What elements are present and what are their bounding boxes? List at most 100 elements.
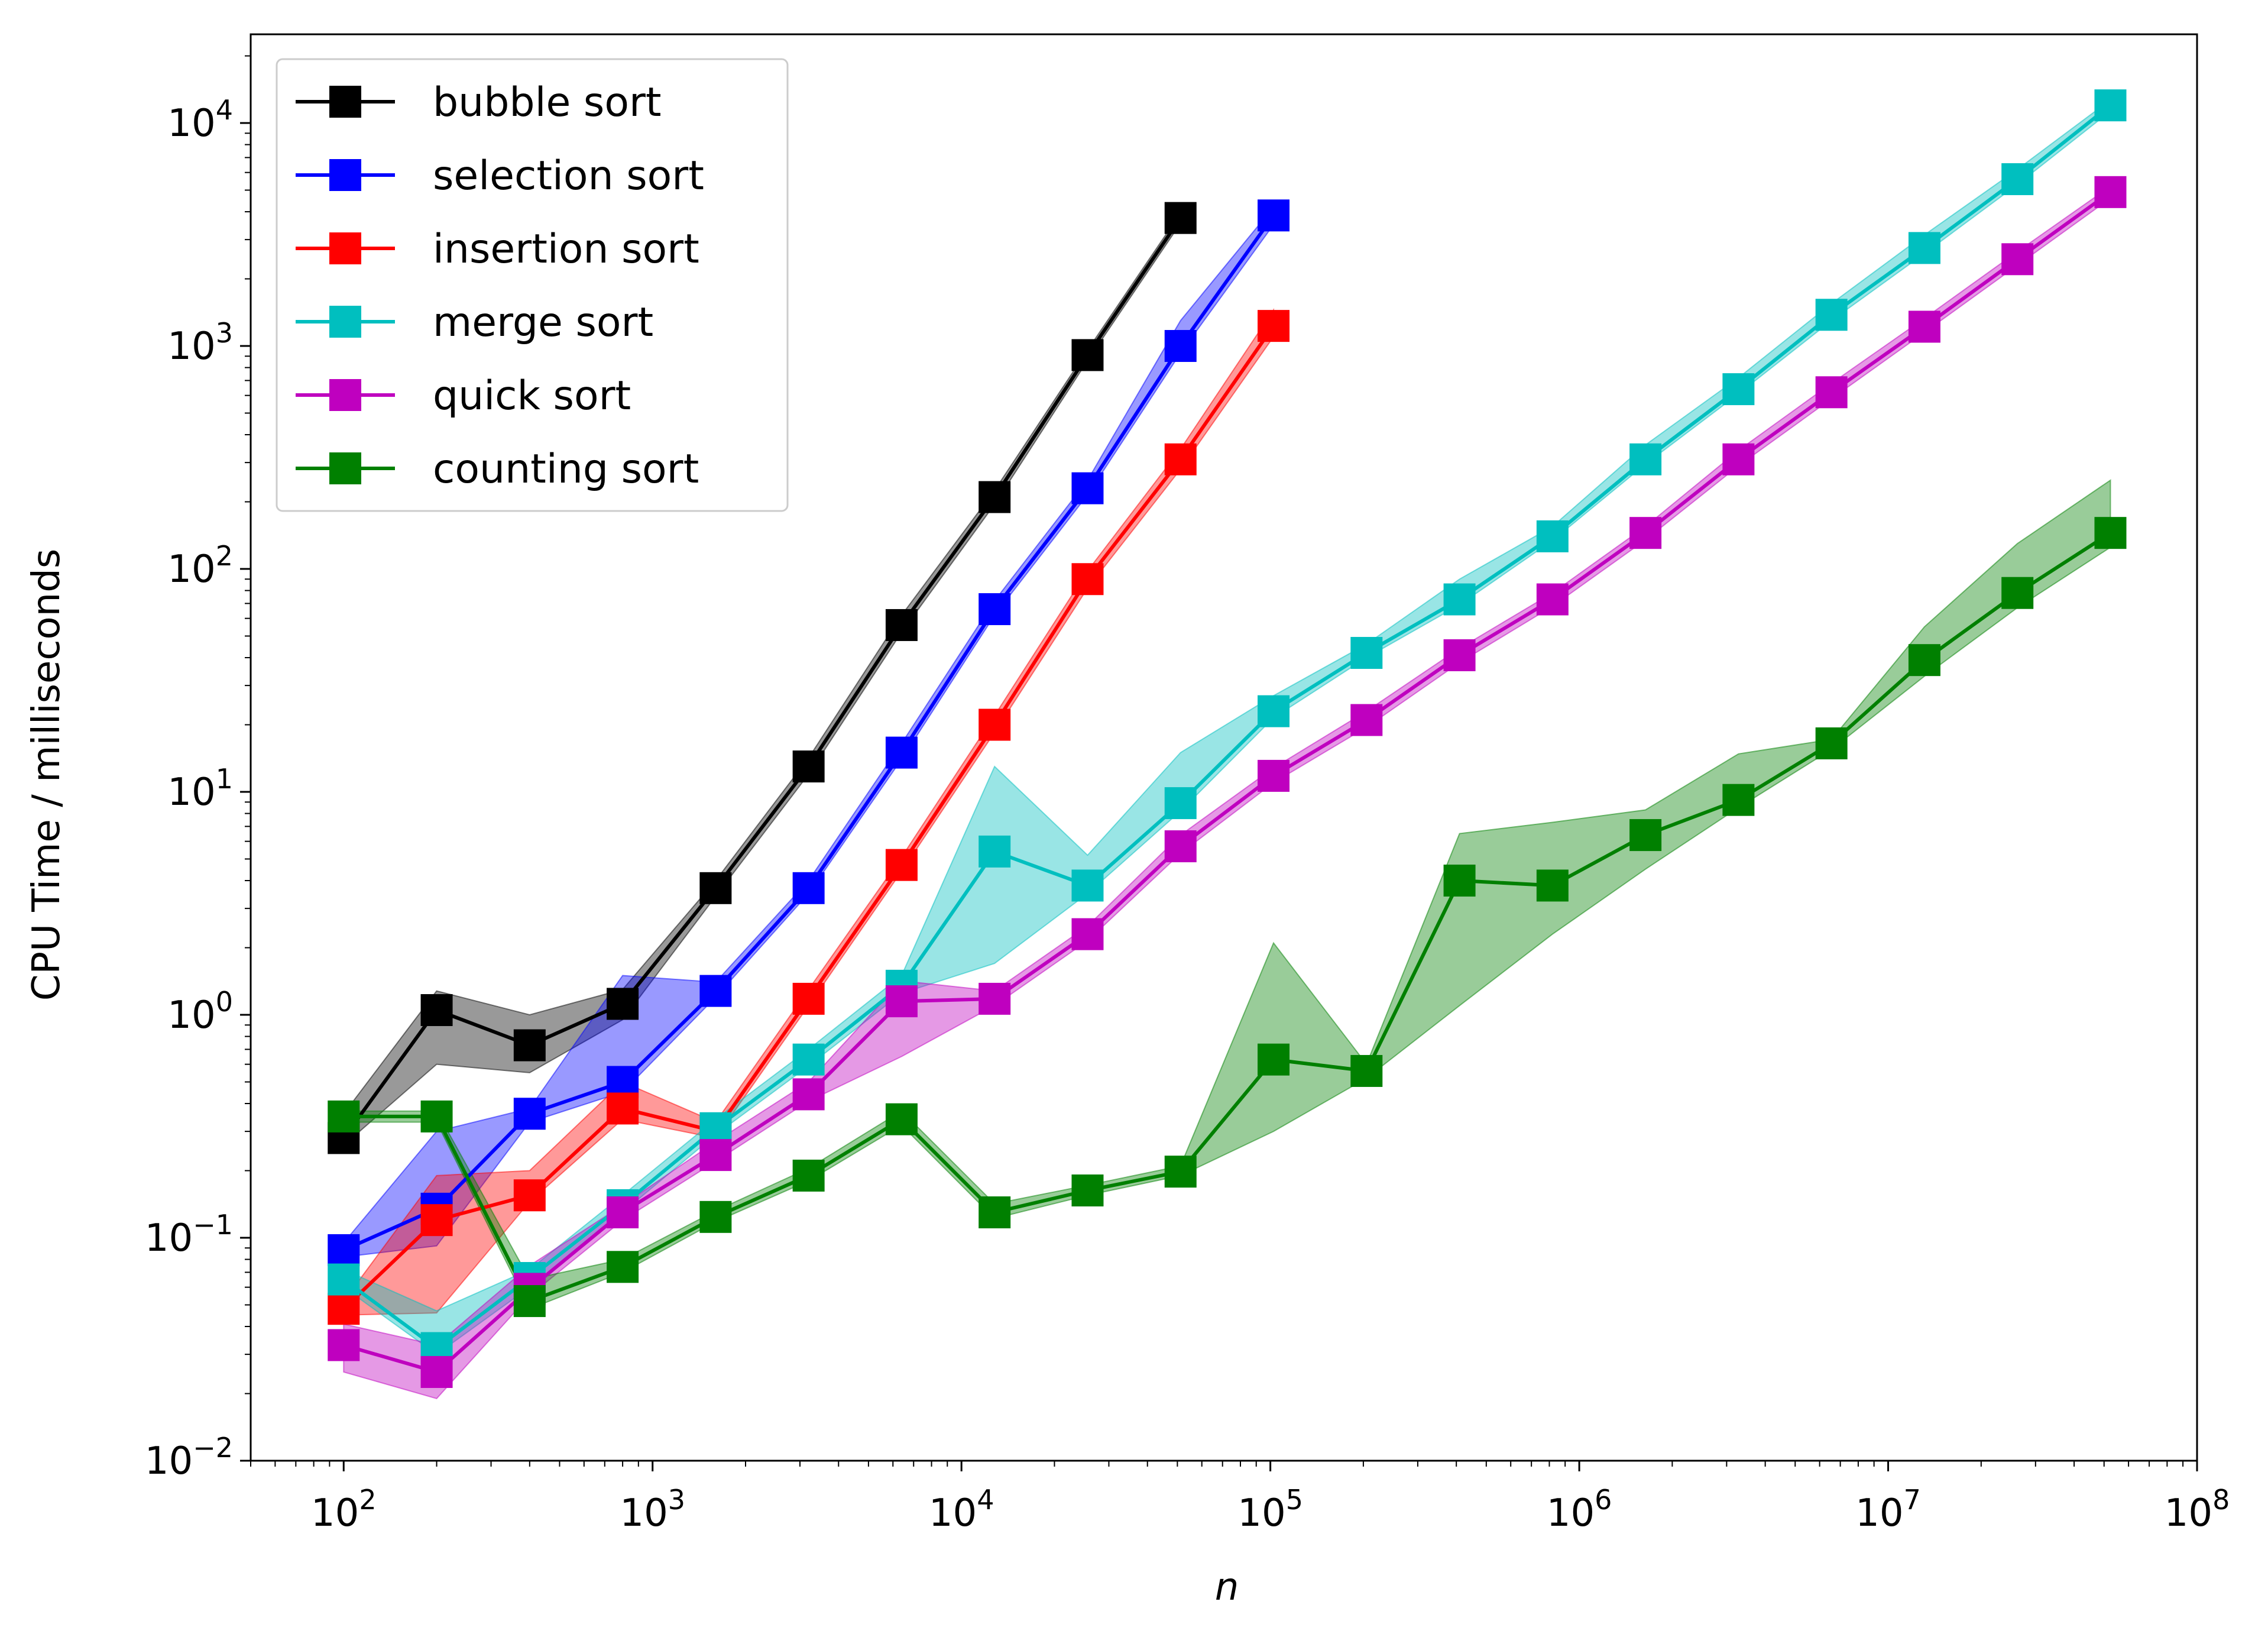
quick-sort-point bbox=[328, 1329, 360, 1361]
quick-sort-point bbox=[699, 1139, 732, 1172]
insertion-sort-point bbox=[420, 1204, 453, 1237]
counting-sort-point bbox=[885, 1103, 918, 1135]
merge-sort-point bbox=[1071, 869, 1104, 902]
x-tick-label: 104 bbox=[929, 1484, 994, 1535]
legend-swatch-marker bbox=[329, 159, 361, 191]
bubble-sort-point bbox=[979, 481, 1011, 513]
legend-label: insertion sort bbox=[433, 226, 699, 273]
merge-sort-point bbox=[328, 1263, 360, 1296]
insertion-sort-point bbox=[1071, 563, 1104, 596]
quick-sort-point bbox=[1722, 443, 1755, 475]
quick-sort-point bbox=[1350, 704, 1383, 736]
counting-sort-point bbox=[1443, 865, 1476, 897]
selection-sort-point bbox=[699, 975, 732, 1007]
merge-sort-point bbox=[2094, 89, 2127, 122]
y-axis-label: CPU Time / milliseconds bbox=[25, 549, 69, 1001]
counting-sort-point bbox=[1815, 727, 1848, 760]
insertion-sort-point bbox=[979, 708, 1011, 741]
legend-label: counting sort bbox=[433, 446, 699, 493]
legend-box bbox=[276, 58, 789, 512]
merge-sort-point bbox=[2001, 163, 2034, 195]
counting-sort-point bbox=[1071, 1174, 1104, 1207]
bubble-sort-point bbox=[699, 872, 732, 904]
merge-sort-point bbox=[1815, 299, 1848, 331]
legend-swatch-marker bbox=[329, 379, 361, 411]
quick-sort-point bbox=[1908, 310, 1940, 343]
legend-label: quick sort bbox=[433, 373, 631, 419]
bubble-sort-point bbox=[420, 994, 453, 1027]
counting-sort-point bbox=[979, 1196, 1011, 1229]
x-tick-label: 103 bbox=[620, 1484, 685, 1535]
quick-sort-point bbox=[2001, 243, 2034, 276]
legend-swatch-marker bbox=[329, 86, 361, 118]
counting-sort-point bbox=[513, 1285, 546, 1318]
bubble-sort-point bbox=[885, 609, 918, 641]
merge-sort-point bbox=[979, 835, 1011, 868]
quick-sort-point bbox=[979, 982, 1011, 1015]
quick-sort-point bbox=[1258, 759, 1290, 792]
insertion-sort-point bbox=[1164, 443, 1197, 475]
counting-sort-point bbox=[1629, 819, 1662, 852]
y-tick-label: 10−2 bbox=[145, 1432, 233, 1483]
selection-sort-point bbox=[792, 872, 825, 904]
plot-area-frame bbox=[250, 33, 2198, 1462]
x-tick-label: 107 bbox=[1855, 1484, 1921, 1535]
x-axis-label: n bbox=[1215, 1565, 1239, 1609]
x-tick-label: 108 bbox=[2165, 1484, 2230, 1535]
legend-swatch-marker bbox=[329, 452, 361, 484]
legend-item-selection-sort: selection sort bbox=[296, 153, 704, 199]
selection-sort-point bbox=[885, 736, 918, 769]
quick-sort-point bbox=[885, 985, 918, 1018]
merge-sort-point bbox=[1164, 787, 1197, 820]
bubble-sort-point bbox=[1164, 202, 1197, 234]
quick-sort-point bbox=[1071, 918, 1104, 950]
insertion-sort-point bbox=[607, 1092, 639, 1125]
merge-sort-point bbox=[1908, 232, 1940, 264]
selection-sort-point bbox=[513, 1098, 546, 1130]
quick-sort-point bbox=[1629, 517, 1662, 549]
selection-sort-point bbox=[328, 1234, 360, 1266]
merge-sort-point bbox=[1722, 373, 1755, 406]
legend-item-bubble-sort: bubble sort bbox=[296, 79, 662, 126]
y-tick-label: 10−1 bbox=[145, 1209, 233, 1260]
legend-item-merge-sort: merge sort bbox=[296, 299, 653, 346]
legend-item-insertion-sort: insertion sort bbox=[296, 226, 699, 273]
legend-label: merge sort bbox=[433, 299, 653, 346]
bubble-sort-point bbox=[513, 1029, 546, 1062]
legend-swatch-marker bbox=[329, 306, 361, 338]
insertion-sort-point bbox=[792, 982, 825, 1015]
y-tick-label: 101 bbox=[167, 763, 233, 814]
x-tick-label: 102 bbox=[311, 1484, 377, 1535]
counting-sort-point bbox=[1722, 784, 1755, 816]
bubble-sort-point bbox=[607, 988, 639, 1020]
legend-swatch-marker bbox=[329, 232, 361, 264]
y-tick-label: 102 bbox=[167, 540, 233, 591]
y-tick-label: 103 bbox=[167, 317, 233, 368]
x-tick-label: 106 bbox=[1547, 1484, 1612, 1535]
selection-sort-point bbox=[1164, 330, 1197, 363]
legend-label: bubble sort bbox=[433, 79, 662, 126]
counting-sort-point bbox=[1350, 1054, 1383, 1087]
counting-sort-point bbox=[2001, 577, 2034, 609]
insertion-sort-point bbox=[885, 849, 918, 881]
x-tick-label: 105 bbox=[1237, 1484, 1303, 1535]
counting-sort-point bbox=[2094, 517, 2127, 549]
counting-sort-point bbox=[607, 1251, 639, 1283]
quick-sort-point bbox=[2094, 176, 2127, 208]
selection-sort-point bbox=[1258, 199, 1290, 232]
legend-item-counting-sort: counting sort bbox=[296, 446, 699, 493]
quick-sort-point bbox=[607, 1196, 639, 1229]
merge-sort-point bbox=[792, 1043, 825, 1076]
counting-sort-point bbox=[1164, 1156, 1197, 1188]
quick-sort-point bbox=[1164, 830, 1197, 863]
counting-sort-point bbox=[1258, 1043, 1290, 1076]
series-markers-layer bbox=[328, 89, 2127, 1388]
counting-sort-point bbox=[328, 1100, 360, 1132]
selection-sort-point bbox=[979, 593, 1011, 626]
merge-sort-point bbox=[699, 1112, 732, 1144]
merge-sort-point bbox=[1443, 583, 1476, 616]
insertion-sort-point bbox=[1258, 310, 1290, 342]
counting-sort-point bbox=[420, 1100, 453, 1132]
merge-sort-point bbox=[1350, 637, 1383, 669]
legend-label: selection sort bbox=[433, 153, 704, 199]
